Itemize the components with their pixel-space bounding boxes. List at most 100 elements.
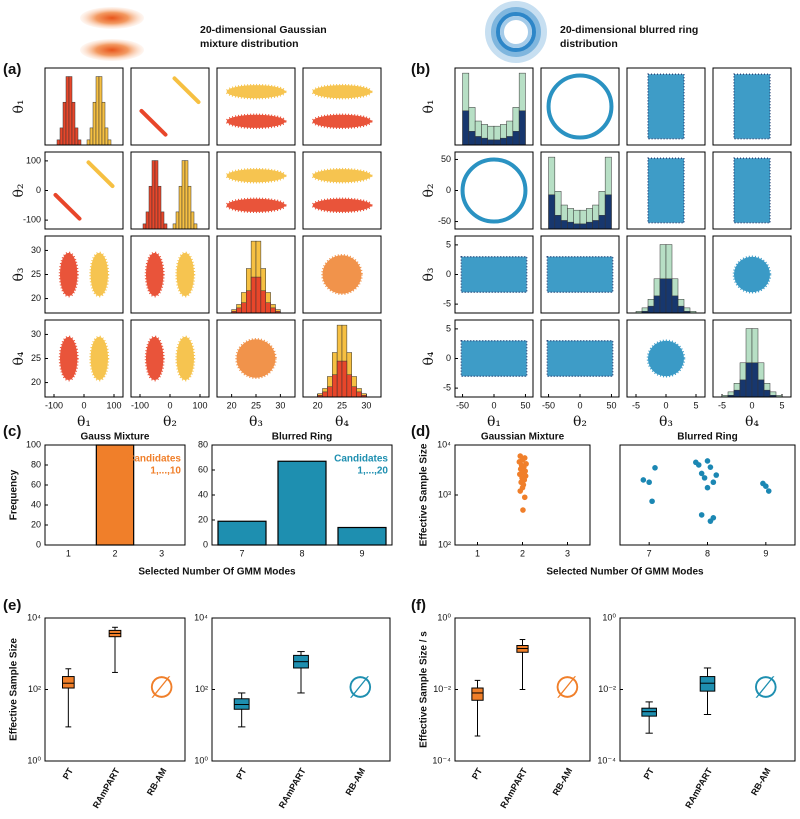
bar <box>277 460 327 546</box>
plot-frame <box>44 235 124 314</box>
point-cloud <box>225 83 287 100</box>
point-cloud <box>172 76 201 105</box>
y-tick-label: 100 <box>26 439 41 449</box>
x-tick-label: -100 <box>131 400 149 410</box>
histogram-bar <box>107 139 112 146</box>
point-cloud <box>86 160 115 189</box>
y-tick-label: -5 <box>443 382 451 392</box>
plot-frame <box>454 151 534 230</box>
point-cloud <box>89 251 110 298</box>
x-tick-label: RB-AM <box>343 766 367 797</box>
missing-marker: ∅ <box>554 671 580 704</box>
missing-marker: ∅ <box>347 671 373 704</box>
y-tick-label: 10⁰ <box>602 612 616 622</box>
y-axis-label: θ₄ <box>421 351 437 365</box>
y-tick-label: 25 <box>31 269 41 279</box>
plot-frame <box>44 617 186 762</box>
point-cloud <box>732 255 772 294</box>
x-tick-label: 100 <box>106 400 121 410</box>
x-tick-label: 3 <box>565 548 570 558</box>
x-tick-label: 7 <box>239 548 244 558</box>
histogram-bar <box>512 131 520 146</box>
histogram-bar <box>518 110 526 146</box>
header-text: 20-dimensional Gaussian <box>200 24 327 36</box>
histogram-bar <box>554 215 562 230</box>
point-cloud <box>733 157 771 224</box>
x-tick-label: -5 <box>718 400 726 410</box>
chart-title: Blurred Ring <box>272 432 333 443</box>
header-text: distribution <box>560 38 618 50</box>
y-tick-label: 0 <box>446 353 451 363</box>
y-axis-label: Effective Sample Size / s <box>419 631 430 748</box>
bar <box>337 526 387 546</box>
histogram-bar <box>665 278 673 314</box>
point <box>710 479 717 486</box>
y-tick-label: 10² <box>28 684 41 694</box>
annotation: Candidates <box>334 454 388 465</box>
y-tick-label: 50 <box>441 154 451 164</box>
panel-label: (a) <box>3 61 21 78</box>
point-cloud <box>311 113 373 130</box>
y-tick-label: 10⁴ <box>437 439 451 449</box>
y-tick-label: 100 <box>26 155 41 165</box>
y-axis-label: θ₁ <box>421 99 437 113</box>
histogram-bar <box>101 101 106 146</box>
point-cloud <box>311 83 373 100</box>
y-axis-label: θ₄ <box>11 351 27 365</box>
point-cloud <box>175 335 196 382</box>
point-cloud <box>647 157 685 224</box>
plot-frame <box>44 444 186 546</box>
x-tick-label: -50 <box>542 400 555 410</box>
point-cloud <box>144 335 165 382</box>
y-tick-label: 40 <box>31 499 41 509</box>
point <box>698 512 705 518</box>
x-tick-label: 20 <box>313 400 323 410</box>
plot-frame <box>216 235 296 314</box>
histogram-bar <box>487 139 495 146</box>
box <box>62 676 75 689</box>
histogram-bar <box>733 389 741 398</box>
histogram-bar <box>151 160 156 230</box>
histogram-bar <box>332 374 338 398</box>
plot-frame <box>712 235 792 314</box>
x-tick-label: RAmPART <box>683 766 714 810</box>
missing-marker: ∅ <box>149 671 175 704</box>
plot-frame <box>619 617 796 762</box>
histogram-bar <box>677 305 685 314</box>
plot-frame <box>712 151 792 230</box>
chart-title: Gaussian Mixture <box>481 432 565 443</box>
chart-title: Gauss Mixture <box>81 432 150 443</box>
point <box>704 458 711 464</box>
x-axis-label: θ₄ <box>745 414 759 430</box>
plot-frame <box>130 319 210 398</box>
x-tick-label: 2 <box>112 548 117 558</box>
missing-marker: ∅ <box>753 671 779 704</box>
y-tick-label: 0 <box>203 539 208 549</box>
histogram-bar <box>163 223 168 230</box>
histogram-bar <box>500 137 507 146</box>
histogram-bar <box>341 360 348 398</box>
plot-frame <box>454 235 534 314</box>
histogram-bar <box>190 211 195 230</box>
y-tick-label: 60 <box>31 479 41 489</box>
histogram-bar <box>95 76 100 146</box>
x-tick-label: 3 <box>159 548 164 558</box>
plot-frame <box>540 235 620 314</box>
point-cloud <box>646 339 686 378</box>
histogram-bar <box>462 110 470 146</box>
point-cloud <box>733 73 771 140</box>
point <box>652 464 658 471</box>
point-cloud <box>89 335 110 382</box>
point-cloud <box>311 197 373 214</box>
x-axis-label: θ₄ <box>335 414 349 430</box>
x-tick-label: 8 <box>705 548 710 558</box>
x-tick-label: 0 <box>577 400 582 410</box>
histogram-bar <box>493 139 501 146</box>
x-tick-label: RB-AM <box>145 766 169 797</box>
y-tick-label: 80 <box>31 459 41 469</box>
y-tick-label: 5 <box>446 239 451 249</box>
y-axis-label: θ₁ <box>11 99 27 113</box>
panel-label: (d) <box>411 423 430 440</box>
histogram-bar <box>172 223 177 230</box>
